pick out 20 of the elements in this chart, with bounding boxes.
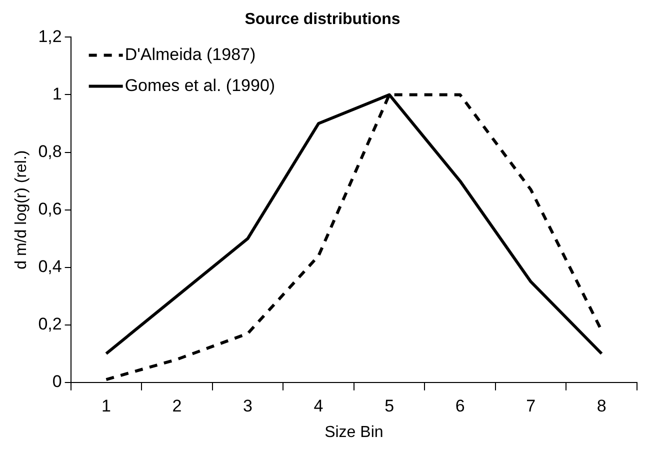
y-tick-label: 0,6 [38,199,62,218]
chart-title: Source distributions [244,11,400,28]
x-tick-label: 3 [243,396,252,416]
x-tick-label: 5 [384,396,394,416]
x-tick-label: 1 [101,396,111,416]
x-tick-label: 6 [455,396,465,416]
y-axis-title: d m/d log(r) (rel.) [13,150,30,270]
y-tick-label: 0,8 [38,142,62,161]
x-tick-label: 7 [526,396,536,416]
legend-label: Gomes et al. (1990) [124,76,276,95]
y-tick-label: 1,2 [38,26,62,46]
x-tick-label: 2 [172,396,182,416]
y-tick-label: 0,2 [38,314,62,334]
y-tick-label: 1 [52,84,62,104]
y-tick-label: 0,4 [38,257,62,276]
x-tick-label: 4 [314,396,324,416]
x-tick-label: 8 [596,396,606,416]
y-tick-label: 0 [52,372,62,392]
x-axis-title: Size Bin [324,424,384,441]
legend-label: D'Almeida (1987) [124,44,256,64]
